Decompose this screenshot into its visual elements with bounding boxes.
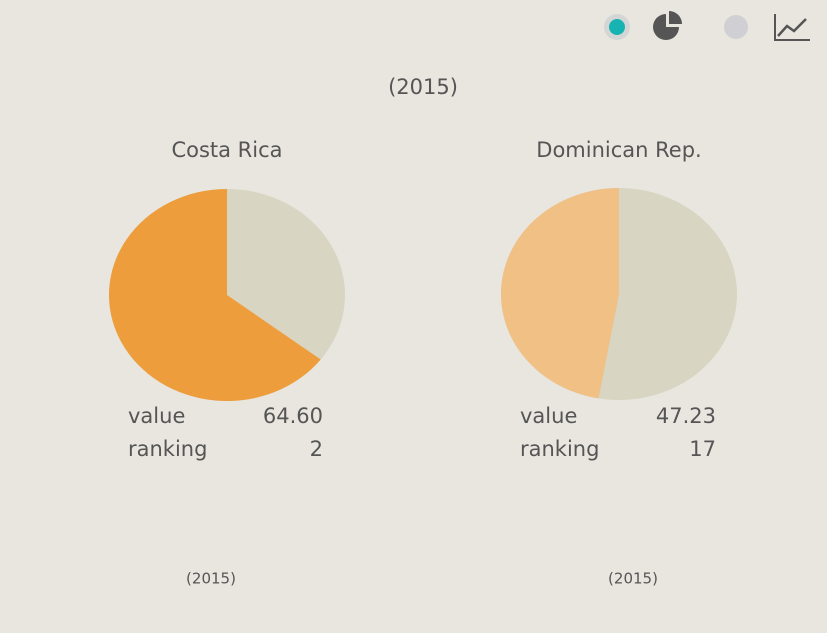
footnote: (2015) (608, 570, 658, 588)
stat-name: value (520, 404, 577, 428)
stat-name: ranking (128, 437, 207, 461)
chart-title: Costa Rica (171, 138, 282, 162)
period-label: (2015) (388, 75, 458, 99)
stat-value: 17 (689, 437, 716, 461)
stat-name: ranking (520, 437, 599, 461)
stat-value: 2 (310, 437, 323, 461)
chart-title: Dominican Rep. (536, 138, 701, 162)
line-icon-axis (774, 14, 810, 41)
radio-selected (609, 19, 625, 35)
toolbar (604, 11, 810, 41)
stat-value: 47.23 (656, 404, 716, 428)
stat-name: value (128, 404, 185, 428)
pie-slice (501, 188, 619, 399)
stat-value: 64.60 (263, 404, 323, 428)
footnote: (2015) (186, 570, 236, 588)
pie-slice (108, 189, 321, 401)
pie-icon[interactable] (653, 14, 679, 40)
radio-unselected[interactable] (724, 15, 748, 39)
line-icon[interactable] (777, 18, 807, 37)
pie-icon-slice (669, 11, 682, 24)
